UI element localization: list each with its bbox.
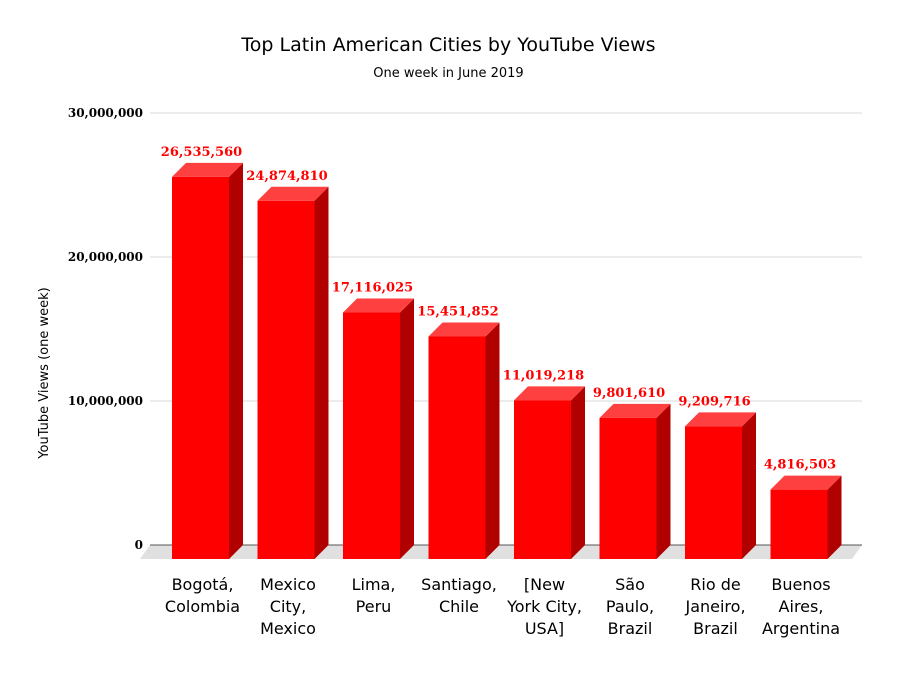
bar-top bbox=[685, 412, 756, 427]
data-label: 9,801,610 bbox=[593, 386, 665, 401]
bar-front bbox=[514, 400, 571, 559]
category-label: Rio de Janeiro, Brazil bbox=[684, 575, 745, 638]
bar-front bbox=[599, 417, 657, 559]
bar-top bbox=[172, 162, 243, 177]
bar-top bbox=[599, 403, 671, 418]
data-label: 15,451,852 bbox=[417, 304, 498, 319]
bar-top bbox=[343, 298, 414, 313]
bar bbox=[428, 322, 500, 559]
category-label: Bogotá, Colombia bbox=[165, 575, 240, 616]
chart-title: Top Latin American Cities by YouTube Vie… bbox=[241, 34, 656, 56]
bar-top bbox=[428, 322, 500, 337]
bar bbox=[770, 475, 842, 559]
bar-side bbox=[571, 386, 585, 559]
bar-front bbox=[172, 176, 229, 559]
y-axis-ticks: 0 10,000,000 20,000,000 30,000,000 bbox=[68, 106, 143, 552]
bar bbox=[172, 162, 243, 559]
gridlines bbox=[150, 112, 862, 402]
bar-front bbox=[428, 336, 486, 559]
bar-side bbox=[656, 403, 671, 559]
bar-top bbox=[770, 475, 842, 490]
category-label: Mexico City, Mexico bbox=[260, 575, 316, 638]
bar-side bbox=[485, 322, 500, 559]
bar bbox=[343, 298, 414, 559]
y-tick-label: 10,000,000 bbox=[68, 394, 143, 408]
category-labels: Bogotá, Colombia Mexico City, Mexico Lima, Per… bbox=[165, 575, 840, 638]
bar bbox=[599, 403, 671, 559]
y-axis-label: YouTube Views (one week) bbox=[37, 287, 52, 459]
y-tick-label: 0 bbox=[135, 538, 143, 552]
category-label: São Paulo, Brazil bbox=[606, 575, 654, 638]
data-label: 9,209,716 bbox=[678, 394, 750, 409]
data-label: 17,116,025 bbox=[332, 281, 413, 296]
category-label: Lima, Peru bbox=[352, 575, 396, 616]
bar-side bbox=[827, 475, 842, 559]
bar-side bbox=[314, 186, 329, 559]
category-label: Santiago, Chile bbox=[421, 575, 497, 616]
data-labels: 26,535,560 24,874,810 17,116,025 15,451,852… bbox=[161, 145, 836, 473]
bar-front bbox=[343, 312, 400, 559]
bar bbox=[685, 412, 756, 559]
bar-front bbox=[685, 426, 742, 559]
data-label: 24,874,810 bbox=[246, 169, 327, 184]
data-label: 11,019,218 bbox=[503, 368, 584, 383]
category-label: [New York City, USA] bbox=[506, 575, 582, 638]
chart-subtitle: One week in June 2019 bbox=[373, 66, 524, 81]
data-label: 26,535,560 bbox=[161, 145, 242, 160]
data-label: 4,816,503 bbox=[764, 458, 836, 473]
bar-front bbox=[770, 489, 828, 559]
bar bbox=[514, 386, 585, 559]
bar bbox=[257, 186, 329, 559]
bar-top bbox=[257, 186, 329, 201]
bar-top bbox=[514, 386, 585, 401]
y-tick-label: 20,000,000 bbox=[68, 250, 143, 264]
y-tick-label: 30,000,000 bbox=[68, 106, 143, 120]
bar-side bbox=[742, 412, 756, 559]
bars bbox=[172, 162, 842, 559]
bar-front bbox=[257, 200, 315, 559]
category-label: Buenos Aires, Argentina bbox=[762, 575, 840, 638]
bar-side bbox=[400, 298, 414, 559]
bar-side bbox=[229, 162, 243, 559]
